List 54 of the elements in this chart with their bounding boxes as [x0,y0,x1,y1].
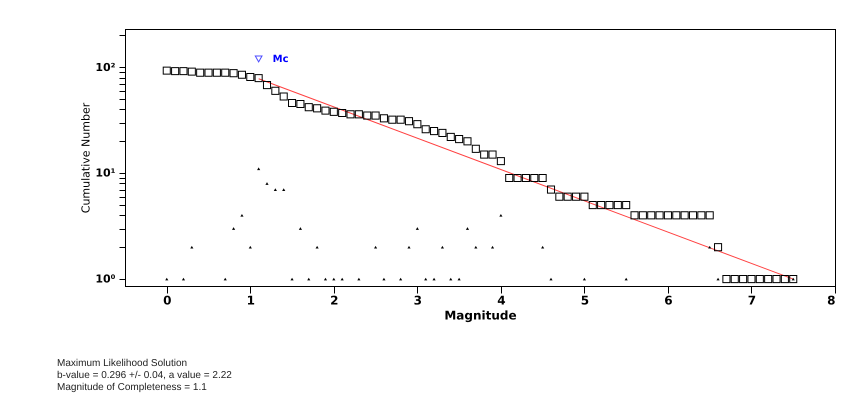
point [265,182,269,185]
point [248,246,252,249]
point [316,246,319,249]
point [407,246,411,249]
point [624,278,628,280]
x-tick-label: 5 [580,294,590,308]
point [549,278,553,280]
point [298,227,302,230]
text: b-value = 0.296 +/- 0.04, a value = 2.22 [57,370,232,382]
x-tick-label: 3 [414,294,422,308]
x-tick-label: 0 [163,294,172,308]
point [340,278,344,280]
point [541,246,544,249]
point [440,246,444,249]
point [274,188,277,191]
x-tick-label: 7 [748,294,756,308]
point [432,278,436,280]
y-axis-title: Cumulative Number [79,102,92,214]
point [374,246,378,249]
annotation: Mc [272,54,289,65]
point [416,227,419,230]
point [449,278,452,280]
x-tick-label: 1 [246,294,255,308]
x-tick-label: 6 [664,294,673,308]
x-axis-title: Magnitude [444,308,517,322]
y-tick-label: 10⁰ [95,272,116,286]
point [307,278,310,280]
point [165,278,168,280]
text: Magnitude of Completeness = 1.1 [57,382,208,394]
point [232,227,236,230]
point [466,227,470,230]
point [490,246,494,249]
text: Maximum Likelihood Solution [57,358,188,370]
y-tick-label: 10¹ [95,166,116,180]
point [190,246,194,249]
x-tick-label: 2 [330,294,339,308]
point [399,278,402,280]
point [382,278,386,280]
x-tick-label: 8 [827,294,836,308]
point [324,278,328,280]
point [282,188,286,191]
x-tick-label: 4 [497,294,506,308]
point [224,278,227,280]
point [290,278,294,280]
point [716,278,720,280]
point [474,246,478,249]
point [357,278,360,280]
point [424,278,428,280]
point [708,246,712,249]
point [582,278,586,280]
point [182,278,186,280]
point [332,278,336,280]
point [458,278,461,280]
y-tick-label: 10² [95,60,116,74]
